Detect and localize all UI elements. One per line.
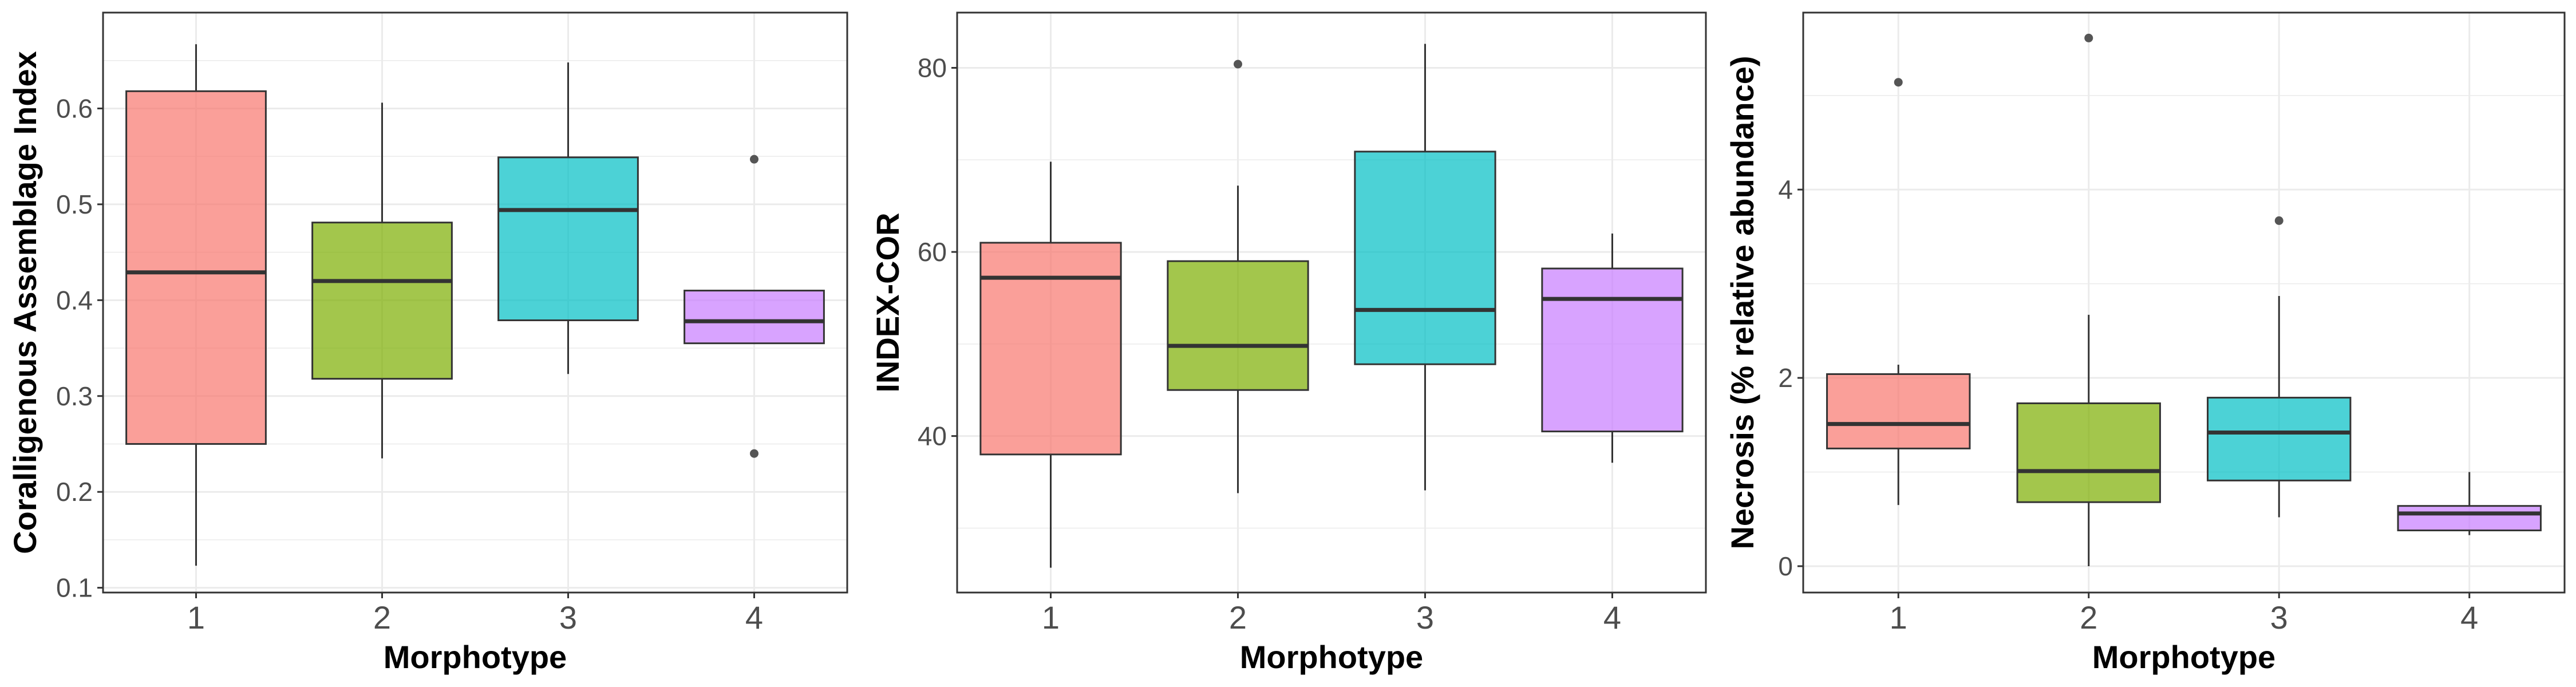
box-morphotype-1 [125,44,267,566]
box-morphotype-4 [2397,472,2542,535]
box-iqr [2397,505,2542,531]
y-tick-label: 0.3 [56,381,93,411]
plot-background [1803,13,2565,593]
y-tick-label: 40 [918,421,947,451]
x-tick-label: 4 [2460,599,2478,635]
y-tick-label: 0.1 [56,573,93,603]
x-tick-label: 1 [1890,599,1907,635]
box-iqr [311,222,453,380]
panel-border [956,11,1707,594]
panel-index-cor: 40 60 80 1 2 3 4 Morphotype INDEX-COR [870,11,1707,675]
x-tick-label: 1 [1042,599,1060,635]
box-morphotype-2 [311,102,453,459]
box-morphotype-2 [2016,33,2161,566]
box-iqr [683,290,825,345]
y-tick-label: 0.2 [56,477,93,507]
box-morphotype-3 [1354,44,1496,491]
box-iqr [979,242,1122,456]
box-morphotype-4 [683,155,825,458]
box-iqr [1826,373,1971,449]
outlier-point [2274,216,2283,225]
y-tick-label: 0.5 [56,189,93,219]
x-tick-label: 4 [745,599,763,635]
x-axis-title: Morphotype [384,639,567,675]
panel-border [1802,11,2566,594]
y-tick-label: 4 [1778,175,1793,204]
y-tick-label: 2 [1778,363,1793,393]
box-iqr [1541,267,1684,433]
box-morphotype-3 [2207,216,2352,518]
box-iqr [1167,260,1309,391]
outlier-point [750,449,758,458]
y-axis-title: Coralligenous Assemblage Index [7,51,43,554]
y-tick-label: 80 [918,53,947,82]
y-tick-label: 0.6 [56,93,93,123]
box-morphotype-1 [1826,78,1971,506]
y-tick-label: 60 [918,237,947,267]
x-tick-label: 4 [1603,599,1621,635]
box-morphotype-3 [497,62,639,374]
box-morphotype-2 [1167,60,1309,493]
panel-border [102,11,848,594]
box-morphotype-4 [1541,233,1684,463]
outlier-point [1894,78,1903,87]
box-iqr [2207,397,2352,481]
box-iqr [125,90,267,445]
outlier-point [750,155,758,164]
box-iqr [497,156,639,321]
box-iqr [2016,402,2161,503]
y-tick-label: 0.4 [56,285,93,315]
x-tick-label: 3 [559,599,577,635]
x-tick-label: 2 [373,599,391,635]
x-axis-title: Morphotype [1240,639,1423,675]
outlier-point [1234,60,1242,69]
panel-necrosis: 0 2 4 1 2 3 4 Morphotype Necrosis (% relative ab… [1724,11,2566,675]
y-axis-title: INDEX-COR [870,212,906,392]
panel-cai: 0.1 0.2 0.3 0.4 0.5 0.6 1 2 3 4 Morphotype Corallig… [7,11,848,675]
x-axis-title: Morphotype [2092,639,2275,675]
x-tick-label: 3 [1416,599,1434,635]
x-tick-label: 3 [2270,599,2288,635]
outlier-point [2084,33,2093,42]
box-morphotype-1 [979,161,1122,568]
y-tick-label: 0 [1778,551,1793,581]
box-iqr [1354,151,1496,365]
x-tick-label: 2 [2080,599,2097,635]
x-tick-label: 1 [187,599,205,635]
y-axis-title: Necrosis (% relative abundance) [1724,56,1760,549]
x-tick-label: 2 [1229,599,1247,635]
